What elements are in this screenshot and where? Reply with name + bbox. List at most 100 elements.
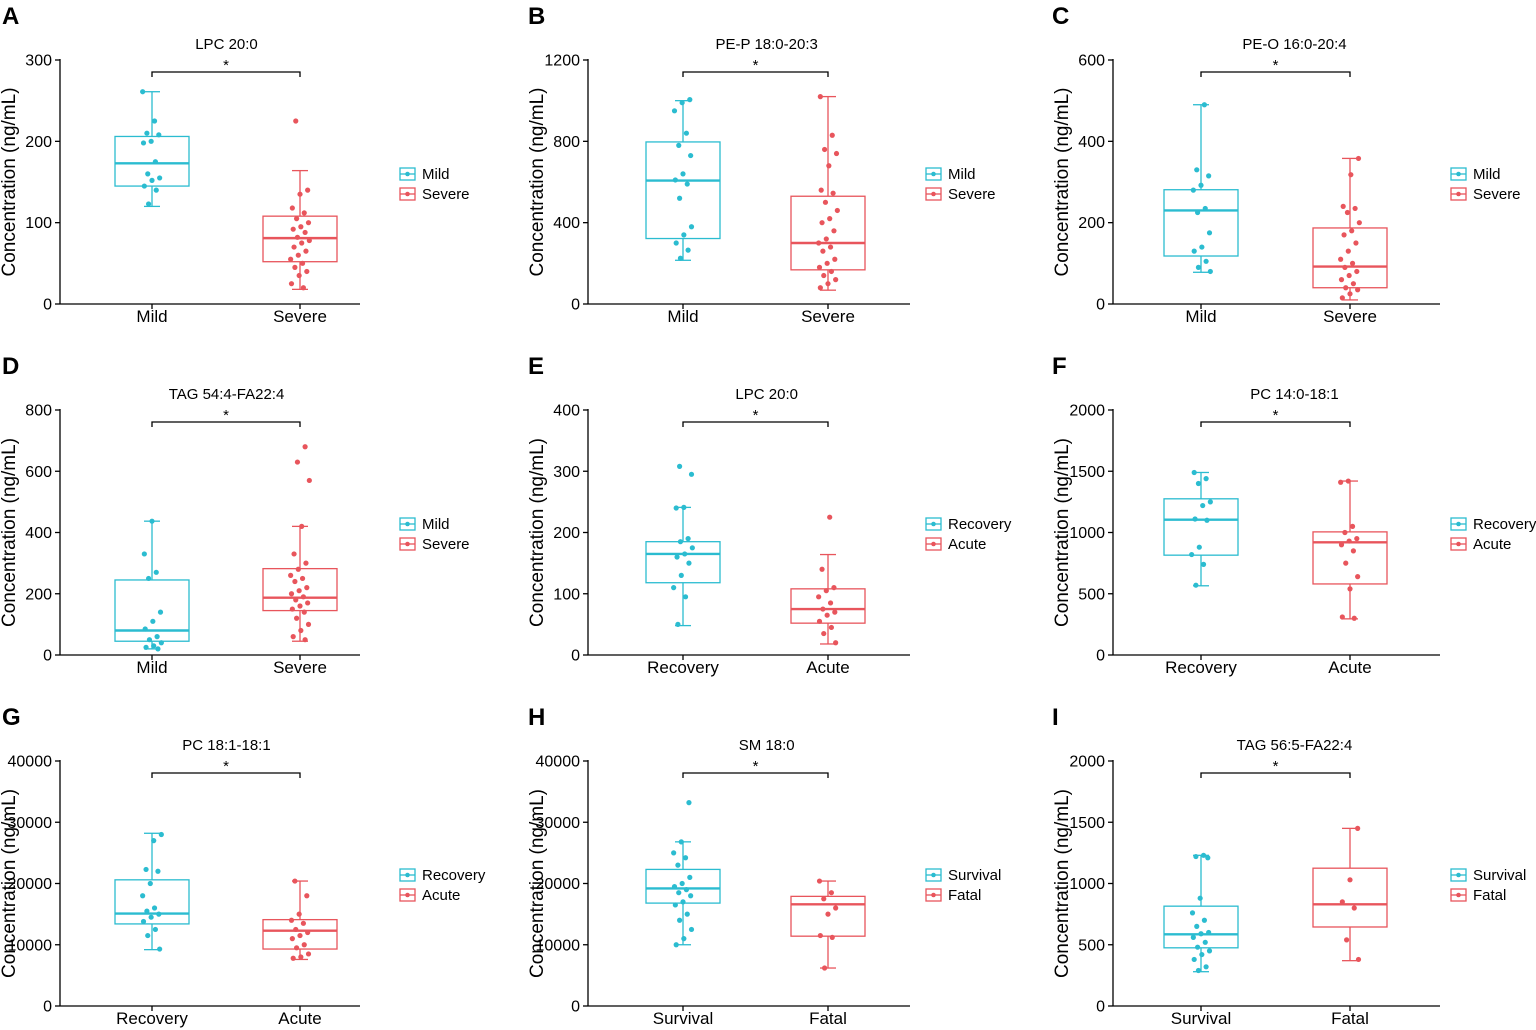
legend-label: Severe — [422, 536, 470, 553]
data-point — [1198, 931, 1204, 937]
legend-label: Fatal — [948, 887, 981, 904]
legend-swatch-dot — [931, 171, 936, 177]
data-point — [688, 152, 694, 159]
iqr-box — [790, 895, 866, 937]
iqr-box — [1163, 189, 1239, 257]
data-point — [1349, 228, 1355, 234]
y-axis-label: Concentration (ng/mL) — [1052, 87, 1073, 276]
x-tick-label: Recovery — [1165, 658, 1237, 677]
data-point — [1340, 203, 1346, 209]
data-point — [1347, 877, 1353, 883]
data-point — [1355, 155, 1362, 162]
legend-swatch-dot — [405, 521, 410, 527]
data-point — [299, 523, 305, 529]
data-point — [827, 600, 834, 606]
data-point — [302, 637, 308, 643]
data-point — [294, 216, 300, 222]
y-tick-label: 200 — [553, 525, 580, 542]
legend-label: Mild — [422, 166, 450, 183]
data-point — [149, 518, 155, 524]
y-axis-label: Concentration (ng/mL) — [527, 789, 548, 978]
data-point — [297, 603, 303, 609]
data-point — [833, 150, 840, 157]
data-point — [1190, 187, 1196, 193]
legend-item-recovery: Recovery — [399, 867, 486, 884]
data-point — [687, 874, 693, 880]
legend-item-recovery: Recovery — [925, 516, 1012, 533]
data-point — [1193, 853, 1199, 860]
data-point — [671, 585, 677, 591]
legend-label: Severe — [422, 186, 470, 203]
data-point — [817, 285, 823, 291]
box-mild — [1163, 102, 1239, 275]
y-tick-label: 400 — [1078, 134, 1105, 151]
data-point — [303, 560, 309, 566]
data-point — [297, 191, 303, 197]
y-tick-label: 0 — [43, 297, 52, 314]
data-point — [681, 232, 687, 238]
data-point — [1202, 939, 1208, 945]
x-tick-label: Severe — [273, 307, 327, 326]
data-point — [1206, 230, 1213, 236]
x-tick-label: Severe — [273, 658, 327, 677]
legend-swatch-dot — [1456, 541, 1461, 547]
data-point — [146, 637, 153, 643]
box-recovery — [645, 463, 721, 627]
y-tick-label: 200 — [25, 586, 52, 603]
data-point — [677, 195, 683, 201]
data-point — [683, 887, 690, 893]
legend-label: Survival — [948, 867, 1001, 884]
significance-marker: * — [753, 758, 759, 775]
data-point — [1195, 209, 1201, 216]
data-point — [150, 618, 156, 624]
y-tick-label: 1200 — [544, 53, 580, 70]
data-point — [1189, 910, 1196, 916]
data-point — [833, 277, 839, 283]
legend-swatch-dot — [931, 191, 936, 197]
data-point — [1206, 929, 1212, 936]
data-point — [1355, 825, 1361, 831]
data-point — [1349, 260, 1356, 266]
data-point — [1206, 948, 1213, 954]
iqr-box — [790, 588, 866, 624]
data-point — [148, 914, 154, 920]
box-acute — [262, 878, 338, 961]
data-point — [294, 459, 301, 465]
legend-swatch-dot — [405, 541, 410, 547]
y-tick-label: 800 — [553, 134, 580, 151]
data-point — [1204, 517, 1210, 523]
y-tick-label: 0 — [571, 648, 580, 665]
panel-letter: G — [2, 704, 21, 731]
y-tick-label: 300 — [553, 464, 580, 481]
iqr-box — [114, 135, 190, 187]
y-tick-label: 0 — [1096, 297, 1105, 314]
data-point — [1199, 244, 1205, 250]
data-point — [1350, 281, 1356, 287]
data-point — [155, 646, 161, 652]
data-point — [145, 171, 151, 177]
data-point — [299, 260, 306, 266]
x-tick-label: Acute — [278, 1009, 321, 1028]
y-axis-label: Concentration (ng/mL) — [1052, 438, 1073, 627]
data-point — [1189, 551, 1195, 558]
x-tick-label: Recovery — [647, 658, 719, 677]
y-tick-label: 1000 — [1069, 876, 1105, 893]
data-point — [826, 163, 832, 169]
box-severe — [262, 444, 338, 643]
data-point — [295, 566, 301, 572]
data-point — [1338, 542, 1345, 548]
data-point — [1339, 295, 1345, 301]
data-point — [677, 463, 683, 469]
data-point — [676, 890, 682, 896]
legend-item-acute: Acute — [399, 887, 460, 904]
data-point — [671, 883, 678, 890]
legend-item-fatal: Fatal — [925, 887, 981, 904]
data-point — [827, 216, 833, 222]
data-point — [1355, 956, 1362, 963]
legend-item-severe: Severe — [925, 186, 996, 203]
data-point — [682, 594, 689, 600]
data-point — [681, 504, 687, 510]
legend-label: Acute — [1473, 536, 1511, 553]
x-tick-label: Mild — [136, 307, 167, 326]
